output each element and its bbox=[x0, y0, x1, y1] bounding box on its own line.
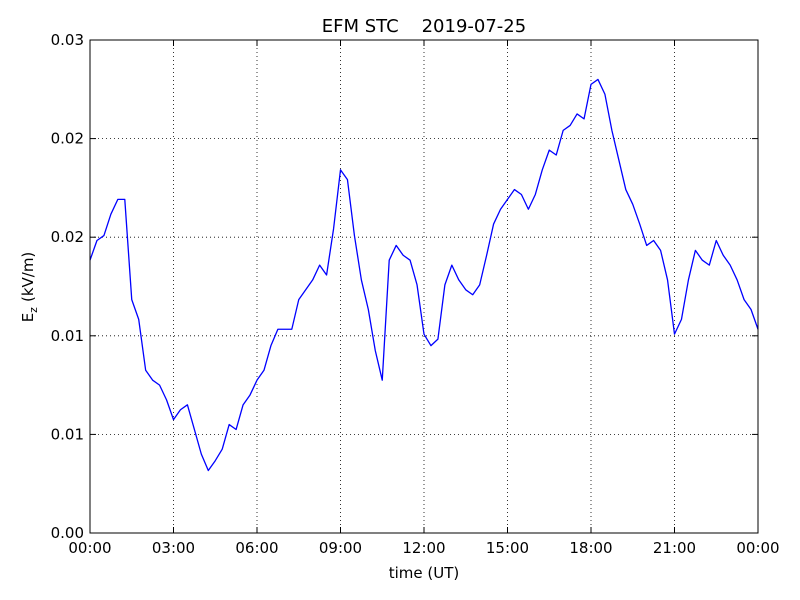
y-tick-label: 0.02 bbox=[51, 228, 84, 246]
y-tick-label: 0.01 bbox=[51, 425, 84, 443]
y-tick-label: 0.00 bbox=[51, 524, 84, 542]
x-tick-label: 18:00 bbox=[569, 539, 612, 557]
x-axis-label: time (UT) bbox=[389, 564, 460, 582]
x-tick-label: 00:00 bbox=[68, 539, 111, 557]
x-tick-label: 09:00 bbox=[319, 539, 362, 557]
y-tick-label: 0.02 bbox=[51, 130, 84, 148]
x-tick-label: 06:00 bbox=[235, 539, 278, 557]
plot-frame bbox=[89, 39, 759, 534]
y-tick-label: 0.01 bbox=[51, 327, 84, 345]
x-tick-label: 00:00 bbox=[736, 539, 779, 557]
x-tick-label: 03:00 bbox=[152, 539, 195, 557]
y-label-symbol: E bbox=[19, 313, 37, 322]
y-label-unit: (kV/m) bbox=[19, 252, 37, 302]
x-tick-label: 21:00 bbox=[653, 539, 696, 557]
y-label-subscript: z bbox=[27, 307, 40, 313]
data-line bbox=[89, 78, 759, 472]
chart-title: EFM STC 2019-07-25 bbox=[322, 16, 526, 37]
y-tick-label: 0.03 bbox=[51, 31, 84, 49]
x-tick-label: 12:00 bbox=[402, 539, 445, 557]
x-tick-label: 15:00 bbox=[486, 539, 529, 557]
y-axis-label: Ez (kV/m) bbox=[19, 252, 40, 323]
